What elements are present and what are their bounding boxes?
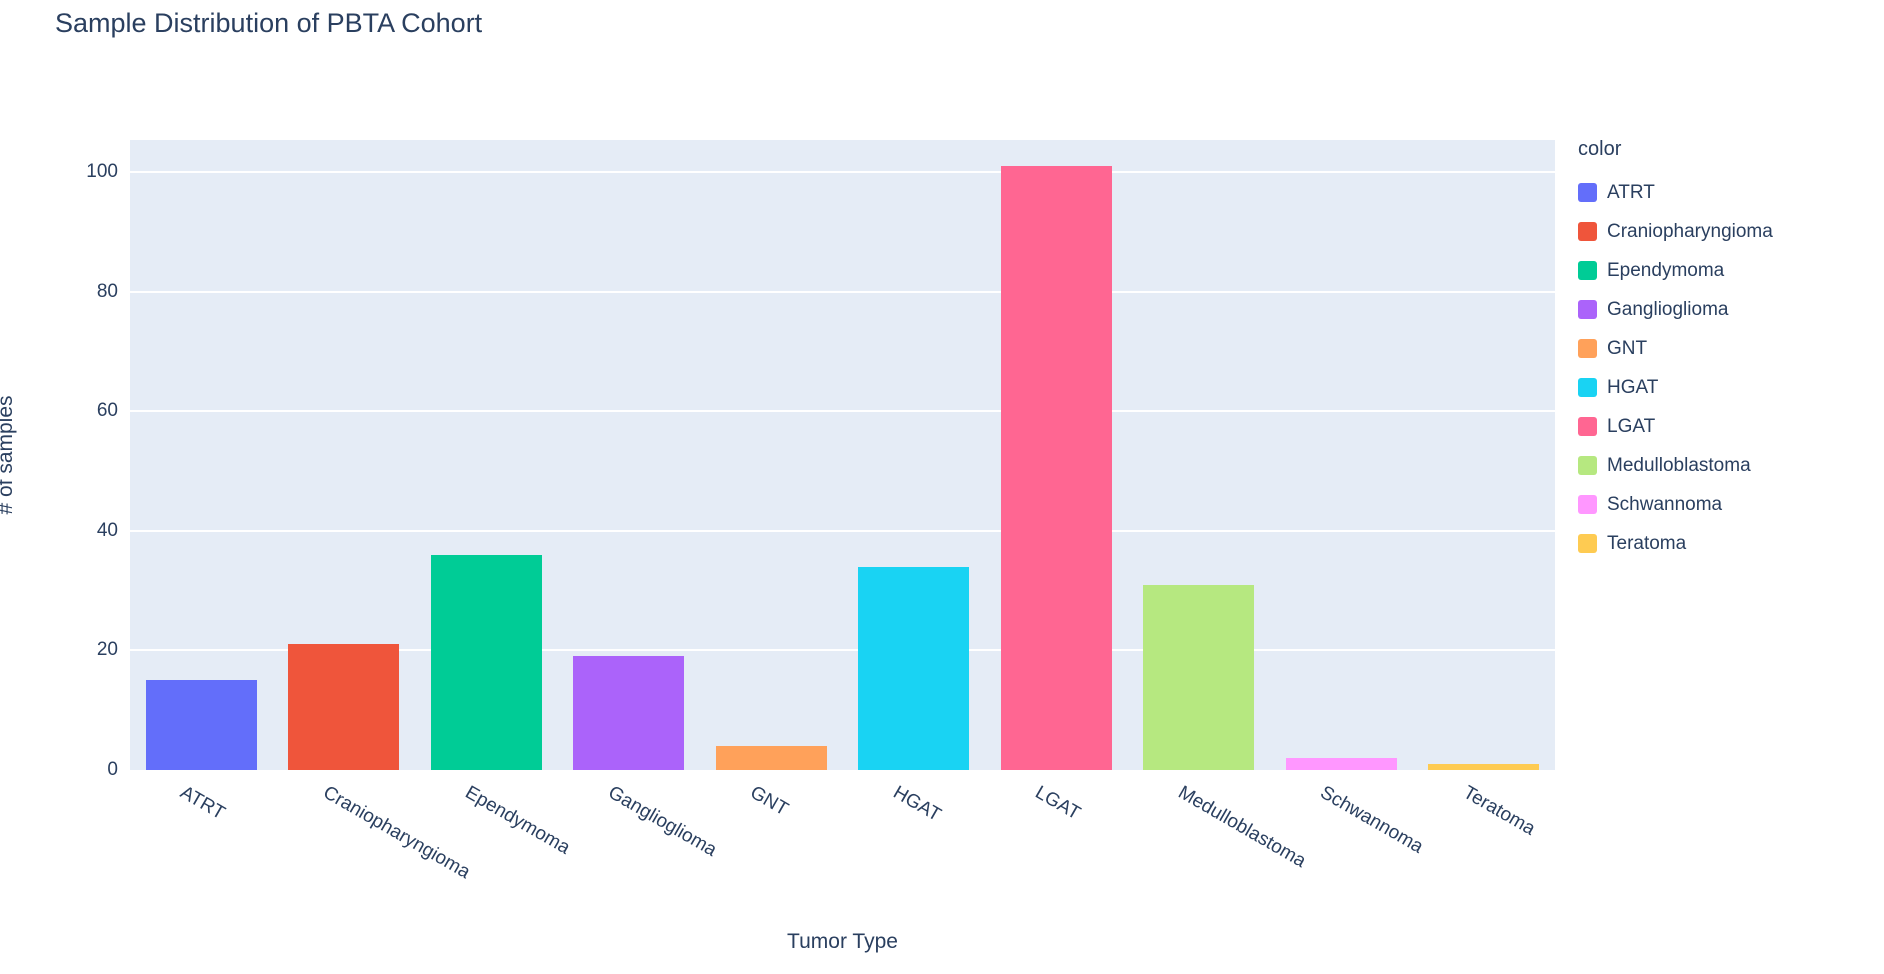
gridline bbox=[130, 410, 1555, 413]
legend-swatch-icon bbox=[1578, 339, 1597, 358]
legend-item-label: Medulloblastoma bbox=[1607, 454, 1751, 476]
legend-item-label: GNT bbox=[1607, 337, 1648, 359]
y-tick-label: 60 bbox=[96, 400, 118, 422]
legend: color ATRT Craniopharyngioma Ependymoma Gan… bbox=[1578, 138, 1868, 563]
legend-swatch-icon bbox=[1578, 495, 1597, 514]
legend-item-atrt[interactable]: ATRT bbox=[1578, 173, 1868, 212]
legend-swatch-icon bbox=[1578, 300, 1597, 319]
x-tick-label: GNT bbox=[746, 782, 792, 821]
legend-item-teratoma[interactable]: Teratoma bbox=[1578, 524, 1868, 563]
x-tick-label: Ganglioglioma bbox=[604, 782, 721, 861]
legend-title: color bbox=[1578, 138, 1622, 160]
legend-swatch-icon bbox=[1578, 378, 1597, 397]
bar-hgat[interactable] bbox=[858, 567, 969, 770]
legend-item-label: Ganglioglioma bbox=[1607, 298, 1729, 320]
y-tick-label: 0 bbox=[107, 759, 118, 780]
legend-item-label: LGAT bbox=[1607, 415, 1656, 437]
legend-swatch-icon bbox=[1578, 456, 1597, 475]
bar-medulloblastoma[interactable] bbox=[1143, 585, 1254, 770]
legend-items: ATRT Craniopharyngioma Ependymoma Gangliogl… bbox=[1578, 173, 1868, 563]
y-tick-label: 100 bbox=[86, 161, 118, 183]
x-tick-label: LGAT bbox=[1031, 782, 1084, 825]
chart-title: Sample Distribution of PBTA Cohort bbox=[55, 8, 483, 38]
legend-item-schwannoma[interactable]: Schwannoma bbox=[1578, 485, 1868, 524]
legend-swatch-icon bbox=[1578, 261, 1597, 280]
gridline bbox=[130, 290, 1555, 293]
legend-swatch-icon bbox=[1578, 417, 1597, 436]
x-axis-title: Tumor Type bbox=[787, 930, 898, 953]
x-tick-label: ATRT bbox=[176, 782, 229, 825]
bar-ependymoma[interactable] bbox=[431, 555, 542, 770]
legend-item-label: Schwannoma bbox=[1607, 493, 1723, 515]
gridline bbox=[130, 171, 1555, 174]
bar-gnt[interactable] bbox=[716, 746, 827, 770]
bar-teratoma[interactable] bbox=[1428, 764, 1539, 770]
bar-ganglioglioma[interactable] bbox=[573, 656, 684, 770]
x-tick-label: Schwannoma bbox=[1316, 782, 1427, 858]
legend-item-label: ATRT bbox=[1607, 181, 1655, 203]
legend-item-ependymoma[interactable]: Ependymoma bbox=[1578, 251, 1868, 290]
legend-swatch-icon bbox=[1578, 183, 1597, 202]
legend-item-label: Craniopharyngioma bbox=[1607, 220, 1773, 242]
y-tick-label: 20 bbox=[96, 639, 118, 661]
x-tick-label: Medulloblastoma bbox=[1174, 782, 1310, 873]
bar-craniopharyngioma[interactable] bbox=[288, 644, 399, 770]
legend-item-hgat[interactable]: HGAT bbox=[1578, 368, 1868, 407]
legend-item-label: Teratoma bbox=[1607, 532, 1687, 554]
legend-item-medulloblastoma[interactable]: Medulloblastoma bbox=[1578, 446, 1868, 485]
legend-item-ganglioglioma[interactable]: Ganglioglioma bbox=[1578, 290, 1868, 329]
bar-schwannoma[interactable] bbox=[1286, 758, 1397, 770]
gridline bbox=[130, 529, 1555, 532]
legend-item-lgat[interactable]: LGAT bbox=[1578, 407, 1868, 446]
gridline bbox=[130, 649, 1555, 652]
plot-area bbox=[130, 140, 1555, 770]
legend-item-craniopharyngioma[interactable]: Craniopharyngioma bbox=[1578, 212, 1868, 251]
bar-lgat[interactable] bbox=[1001, 166, 1112, 770]
legend-item-label: HGAT bbox=[1607, 376, 1659, 398]
y-tick-label: 40 bbox=[96, 519, 118, 541]
y-axis-title: # of samples bbox=[0, 395, 17, 514]
bar-atrt[interactable] bbox=[146, 680, 257, 770]
legend-swatch-icon bbox=[1578, 222, 1597, 241]
x-tick-label: HGAT bbox=[889, 782, 945, 826]
x-tick-label: Ependymoma bbox=[461, 782, 574, 859]
y-tick-label: 80 bbox=[96, 280, 118, 302]
x-tick-label: Teratoma bbox=[1459, 782, 1539, 840]
legend-swatch-icon bbox=[1578, 534, 1597, 553]
legend-item-gnt[interactable]: GNT bbox=[1578, 329, 1868, 368]
legend-item-label: Ependymoma bbox=[1607, 259, 1725, 281]
